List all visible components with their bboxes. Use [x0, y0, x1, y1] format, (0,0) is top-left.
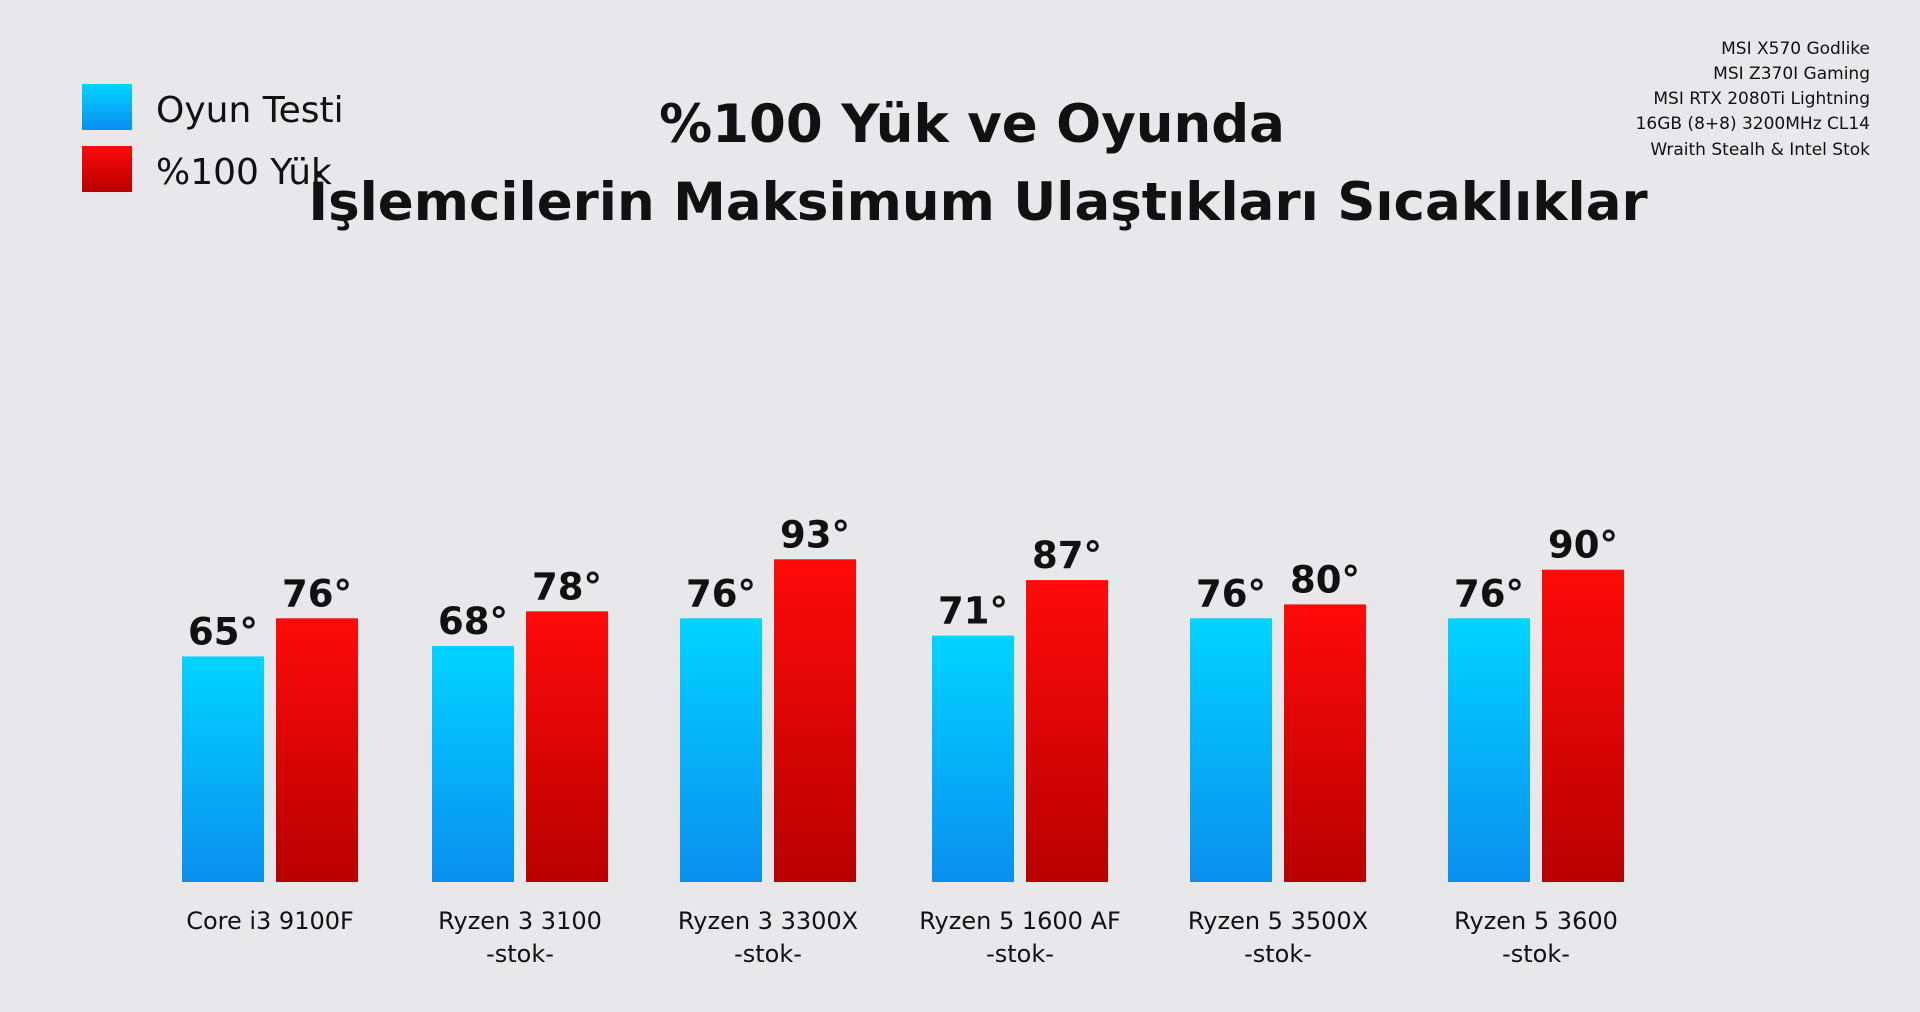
spec-line: MSI RTX 2080Ti Lightning — [1653, 89, 1870, 109]
value-label: 76° — [1454, 572, 1524, 615]
bar-yuk-1 — [276, 618, 358, 882]
value-label: 80° — [1290, 558, 1360, 601]
value-label: 87° — [1032, 534, 1102, 577]
legend-swatch-oyun-testi — [82, 84, 132, 130]
value-label: 76° — [1196, 572, 1266, 615]
bar-oyun-testi-3 — [680, 618, 762, 882]
legend-label-oyun-testi: Oyun Testi — [156, 90, 344, 131]
spec-line: MSI Z370I Gaming — [1713, 64, 1870, 84]
legend-swatch-yuk — [82, 146, 132, 192]
chart-title: %100 Yük ve Oyunda İşlemcilerin Maksimum… — [308, 94, 1647, 233]
bar-yuk-4 — [1026, 580, 1108, 882]
value-label: 90° — [1548, 524, 1618, 567]
chart-title-line-2: İşlemcilerin Maksimum Ulaştıkları Sıcakl… — [308, 170, 1647, 233]
category-label: Ryzen 5 3500X — [1188, 907, 1368, 935]
chart-title-line-1: %100 Yük ve Oyunda — [659, 94, 1285, 155]
bar-oyun-testi-2 — [432, 646, 514, 882]
system-specs: MSI X570 Godlike MSI Z370I Gaming MSI RT… — [1636, 39, 1871, 160]
category-label: Ryzen 5 3600 — [1454, 907, 1618, 935]
spec-line: Wraith Stealh & Intel Stok — [1650, 140, 1870, 160]
bar-oyun-testi-5 — [1190, 618, 1272, 882]
value-label: 65° — [188, 610, 258, 653]
category-labels-group: Core i3 9100F Ryzen 3 3100 -stok- Ryzen 3 3… — [186, 907, 1618, 968]
category-sublabel: -stok- — [486, 940, 554, 968]
category-sublabel: -stok- — [734, 940, 802, 968]
category-label: Ryzen 5 1600 AF — [919, 907, 1121, 935]
category-label: Ryzen 3 3300X — [678, 907, 858, 935]
bars-group — [182, 559, 1624, 882]
value-labels-group: 65° 76° 68° 78° 76° 93° 71° 87° 76° 80° 76° 90° — [188, 513, 1618, 653]
bar-yuk-2 — [526, 611, 608, 882]
bar-oyun-testi-1 — [182, 656, 264, 882]
category-label: Ryzen 3 3100 — [438, 907, 602, 935]
bar-yuk-3 — [774, 559, 856, 882]
value-label: 76° — [282, 572, 352, 615]
bar-oyun-testi-6 — [1448, 618, 1530, 882]
value-label: 93° — [780, 513, 850, 556]
legend: Oyun Testi %100 Yük — [82, 84, 344, 193]
category-label: Core i3 9100F — [186, 907, 354, 935]
value-label: 78° — [532, 565, 602, 608]
bar-oyun-testi-4 — [932, 635, 1014, 882]
spec-line: 16GB (8+8) 3200MHz CL14 — [1636, 114, 1870, 134]
value-label: 76° — [686, 572, 756, 615]
spec-line: MSI X570 Godlike — [1721, 39, 1870, 59]
legend-label-yuk: %100 Yük — [156, 152, 332, 193]
bar-yuk-6 — [1542, 569, 1624, 882]
category-sublabel: -stok- — [1502, 940, 1570, 968]
bar-yuk-5 — [1284, 604, 1366, 882]
category-sublabel: -stok- — [1244, 940, 1312, 968]
category-sublabel: -stok- — [986, 940, 1054, 968]
value-label: 71° — [938, 590, 1008, 633]
value-label: 68° — [438, 600, 508, 643]
